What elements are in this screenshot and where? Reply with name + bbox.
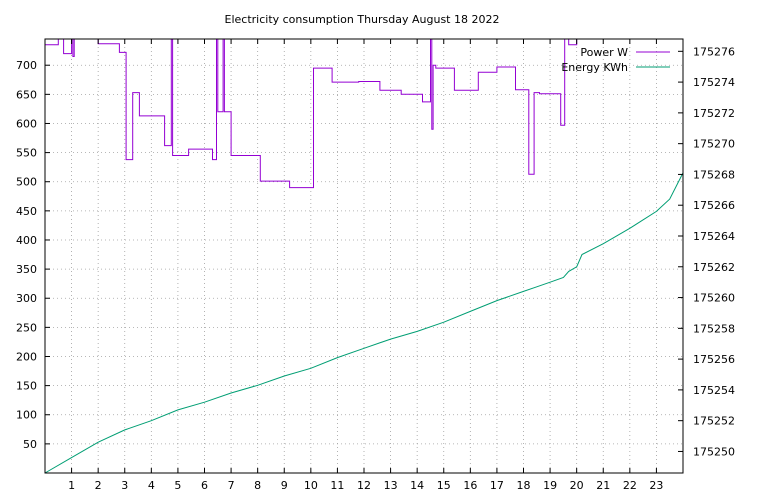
y-tick-label-left: 450 bbox=[16, 205, 37, 218]
x-tick-label: 9 bbox=[281, 479, 288, 492]
x-tick-label: 11 bbox=[330, 479, 344, 492]
x-tick-label: 6 bbox=[201, 479, 208, 492]
y-tick-label-left: 400 bbox=[16, 234, 37, 247]
x-tick-label: 4 bbox=[148, 479, 155, 492]
ticks: 1 2 3 4 5 6 7 8 9 10 11 12 13 14 15 16 17 18 19 20 21 22 23501… bbox=[16, 39, 735, 492]
y-tick-label-right: 175274 bbox=[693, 76, 735, 89]
chart-title: Electricity consumption Thursday August … bbox=[225, 13, 500, 26]
x-tick-label: 22 bbox=[623, 479, 637, 492]
y-tick-label-right: 175256 bbox=[693, 353, 735, 366]
series-line-0 bbox=[45, 38, 683, 189]
y-tick-label-left: 250 bbox=[16, 321, 37, 334]
x-tick-label: 12 bbox=[357, 479, 371, 492]
y-tick-label-right: 175276 bbox=[693, 45, 735, 58]
x-tick-label: 17 bbox=[490, 479, 504, 492]
legend-label: Power W bbox=[580, 46, 628, 59]
y-tick-label-left: 600 bbox=[16, 117, 37, 130]
grid bbox=[45, 39, 683, 473]
y-tick-label-right: 175266 bbox=[693, 199, 735, 212]
y-tick-label-left: 200 bbox=[16, 350, 37, 363]
y-tick-label-left: 700 bbox=[16, 59, 37, 72]
x-tick-label: 8 bbox=[254, 479, 261, 492]
y-tick-label-right: 175254 bbox=[693, 384, 735, 397]
x-tick-label: 15 bbox=[437, 479, 451, 492]
series-line-1 bbox=[44, 172, 684, 474]
y-tick-label-right: 175270 bbox=[693, 138, 735, 151]
x-tick-label: 10 bbox=[304, 479, 318, 492]
x-tick-label: 20 bbox=[570, 479, 584, 492]
y-tick-label-right: 175268 bbox=[693, 168, 735, 181]
y-tick-label-left: 150 bbox=[16, 380, 37, 393]
y-tick-label-left: 50 bbox=[23, 438, 37, 451]
x-tick-label: 7 bbox=[228, 479, 235, 492]
y-tick-label-right: 175262 bbox=[693, 261, 735, 274]
x-tick-label: 23 bbox=[649, 479, 663, 492]
y-tick-label-right: 175252 bbox=[693, 415, 735, 428]
x-tick-label: 13 bbox=[384, 479, 398, 492]
y-tick-label-left: 350 bbox=[16, 263, 37, 276]
y-tick-label-left: 550 bbox=[16, 147, 37, 160]
x-tick-label: 1 bbox=[68, 479, 75, 492]
x-tick-label: 16 bbox=[463, 479, 477, 492]
x-tick-label: 19 bbox=[543, 479, 557, 492]
legend: Power W Energy KWh bbox=[561, 46, 670, 74]
y-tick-label-right: 175258 bbox=[693, 322, 735, 335]
y-tick-label-left: 650 bbox=[16, 88, 37, 101]
y-tick-label-right: 175260 bbox=[693, 292, 735, 305]
y-tick-label-left: 500 bbox=[16, 176, 37, 189]
x-tick-label: 2 bbox=[95, 479, 102, 492]
x-tick-label: 21 bbox=[596, 479, 610, 492]
y-tick-label-right: 175264 bbox=[693, 230, 735, 243]
y-tick-label-left: 300 bbox=[16, 292, 37, 305]
x-tick-label: 18 bbox=[517, 479, 531, 492]
y-tick-label-left: 100 bbox=[16, 409, 37, 422]
x-tick-label: 14 bbox=[410, 479, 424, 492]
y-tick-label-right: 175250 bbox=[693, 445, 735, 458]
x-tick-label: 3 bbox=[121, 479, 128, 492]
x-tick-label: 5 bbox=[174, 479, 181, 492]
series-layer bbox=[44, 38, 684, 474]
y-tick-label-right: 175272 bbox=[693, 107, 735, 120]
legend-label: Energy KWh bbox=[561, 61, 628, 74]
